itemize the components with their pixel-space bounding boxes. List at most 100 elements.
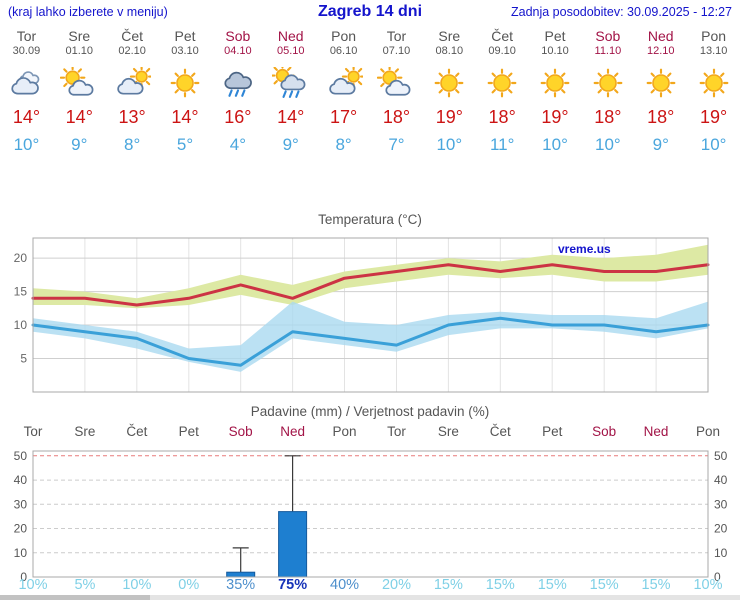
forecast-strip: Tor 30.09 14° 10° Sre 01.10 14° 9° Čet 02.10 13° 8°… [0,28,740,155]
day-name: Pon [331,28,357,44]
partly-cloudy-icon-svg [377,67,411,96]
precip-ytick-left: 10 [14,546,28,560]
partly-cloudy-icon [53,61,106,105]
precip-probability: 15% [537,577,567,593]
low-temp: 10° [700,135,727,154]
precip-probability: 10% [18,577,48,593]
temperature-chart-title: Temperatura (°C) [318,212,422,227]
day-date: 10.10 [541,45,569,57]
precip-probability: 35% [226,577,256,593]
day-name: Sre [438,28,461,44]
high-temp: 13° [118,107,146,127]
sunny-icon [423,61,476,105]
precip-probability: 15% [485,577,515,593]
forecast-day-column: Čet 09.10 18° 11° [476,28,529,155]
low-temp: 7° [388,135,405,154]
precip-day-label: Pon [332,424,357,439]
max-range-band [33,244,708,309]
precip-day-label: Ned [643,424,669,439]
precip-day-label: Tor [387,424,406,439]
day-date: 03.10 [171,45,199,57]
mostly-cloudy-icon [106,61,159,105]
low-temp: 11° [489,135,515,154]
precip-ytick-right: 40 [714,473,728,487]
high-temp: 18° [382,107,411,127]
day-date: 05.10 [276,45,305,57]
day-name: Pon [701,28,727,44]
precip-ytick-left: 50 [14,449,28,463]
high-temp: 16° [224,107,252,127]
low-temp: 10° [542,135,568,154]
horizontal-scrollbar[interactable] [0,595,740,600]
partly-cloudy-icon [370,61,423,105]
precip-day-label: Pet [178,424,199,439]
day-date: 30.09 [12,45,41,57]
sunny-icon [159,61,212,105]
low-temp: 10° [595,135,621,154]
precip-ytick-right: 10 [714,546,728,560]
precip-day-label: Sob [228,424,253,439]
low-temp: 4° [229,135,246,154]
day-date: 13.10 [699,45,728,57]
precip-day-label: Pon [695,424,721,439]
forecast-day-column: Sob 11.10 18° 10° [581,28,634,155]
day-name: Tor [386,28,407,44]
precip-ytick-right: 20 [714,522,728,536]
forecast-day-column: Sob 04.10 16° 4° [211,28,264,155]
low-temp: 10° [436,135,463,154]
precip-day-label: Ned [280,424,305,439]
precip-probability: 15% [433,577,463,593]
page-title: Zagreb 14 dni [317,3,423,20]
high-temp: 14° [277,107,305,127]
precip-probability: 75% [278,577,308,593]
day-date: 12.10 [646,45,675,57]
high-temp: 14° [65,107,93,127]
min-range-band [33,301,708,372]
rain-icon-svg [224,71,252,97]
precip-probability: 15% [641,577,671,593]
precip-day-label: Čet [126,424,148,439]
high-temp: 17° [329,107,358,127]
day-date: 04.10 [224,45,252,57]
day-name: Ned [277,28,304,44]
high-temp: 18° [647,107,675,127]
precip-ytick-left: 0 [20,570,27,583]
day-name: Sob [225,28,251,44]
precipitation-chart-title: Padavine (mm) / Verjetnost padavin (%) [250,404,490,419]
cloudy-icon-svg [11,71,40,95]
day-date: 06.10 [329,45,358,57]
sunny-icon-svg [434,68,464,98]
high-temp: 14° [171,107,199,127]
forecast-day-column: Sre 08.10 19° 10° [423,28,476,155]
sunny-icon-svg [170,68,200,98]
precip-probability: 10% [122,577,152,593]
day-name: Tor [16,28,37,44]
mostly-cloudy-icon-svg [117,67,152,95]
sunny-icon [687,61,740,105]
cloudy-icon [0,61,53,105]
precip-probability: 0% [178,577,200,593]
sunny-icon-svg [487,68,517,98]
sunny-icon [476,61,529,105]
precip-ytick-left: 30 [14,497,28,511]
forecast-day-column: Ned 05.10 14° 9° [264,28,317,155]
min-temperature-line [31,316,710,367]
precip-probability: 20% [381,577,411,593]
sunny-icon-svg [699,68,728,98]
low-temp: 9° [71,135,88,154]
precip-bar [278,511,308,578]
temp-ytick: 15 [14,285,28,299]
sunny-icon [581,61,634,105]
day-date: 11.10 [594,45,622,57]
low-temp: 5° [176,135,194,154]
sunny-icon-svg [646,68,676,98]
scrollbar-thumb[interactable] [0,595,150,600]
showers-icon [264,61,317,105]
precipitation-chart: 0 0 10 10 20 20 30 30 40 40 50 50 [14,449,728,583]
max-temperature-line [31,263,710,307]
forecast-day-column: Pon 13.10 19° 10° [687,28,740,155]
low-temp: 8° [124,135,141,154]
precip-day-label: Sre [74,424,96,439]
watermark-link[interactable]: vreme.us [558,242,611,256]
low-temp: 8° [335,135,352,154]
